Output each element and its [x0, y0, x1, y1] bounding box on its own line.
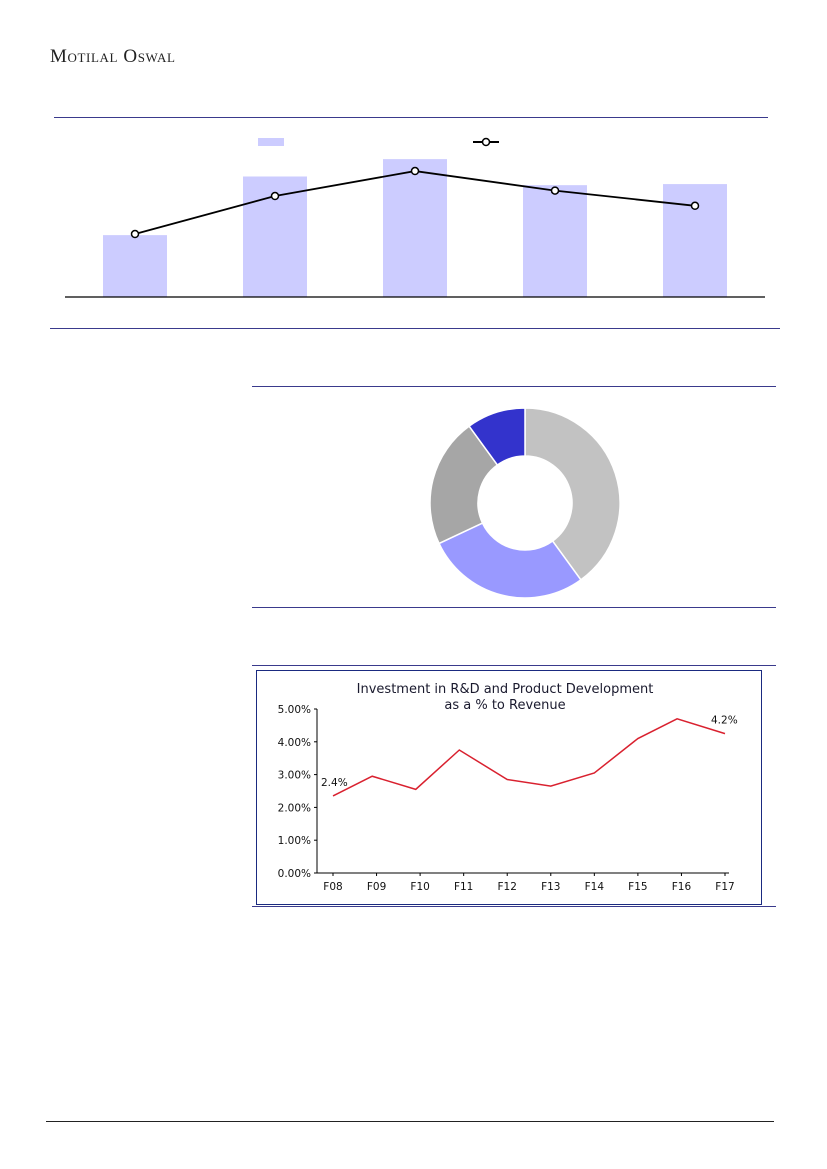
section-rule-top — [54, 117, 768, 118]
section-rule-donut-bottom — [252, 607, 776, 608]
section-rule-rd-bottom — [252, 906, 776, 907]
rd-chart-title-line2: as a % to Revenue — [444, 698, 565, 713]
rd-y-tick-label: 0.00% — [278, 868, 311, 880]
donut-slice-3 — [429, 425, 499, 545]
bar-4 — [523, 185, 587, 297]
rd-y-tick-label: 3.00% — [278, 770, 311, 782]
line-point-4 — [550, 186, 560, 195]
line-point-3 — [410, 166, 420, 176]
rd-x-tick-label: F16 — [672, 881, 692, 893]
brand-logo: Motilal Oswal — [50, 46, 176, 67]
donut-slice-1 — [524, 407, 621, 581]
donut-slice-4 — [468, 407, 526, 467]
rd-y-tick-label: 5.00% — [278, 704, 311, 716]
rd-y-tick-label: 1.00% — [278, 835, 311, 847]
footer-rule — [46, 1121, 774, 1122]
rd-x-tick-label: F12 — [498, 881, 517, 893]
combo-bar-line-chart — [65, 137, 765, 298]
bar-5 — [663, 184, 727, 297]
bar-1 — [103, 235, 167, 297]
rd-x-tick-label: F11 — [454, 881, 473, 893]
legend-line-marker — [481, 137, 491, 147]
rd-x-tick-label: F08 — [323, 881, 342, 893]
line-point-1 — [130, 229, 140, 239]
line-point-5 — [690, 201, 700, 211]
rd-data-label-last: 4.2% — [711, 715, 738, 727]
line-point-2 — [270, 191, 280, 201]
section-rule-donut-top — [252, 386, 776, 387]
rd-x-tick-label: F13 — [541, 881, 560, 893]
rd-y-tick-label: 4.00% — [278, 737, 311, 749]
rd-chart-frame: Investment in R&D and Product Developmen… — [256, 670, 762, 905]
rd-x-tick-label: F15 — [628, 881, 647, 893]
donut-slice-2 — [438, 522, 582, 599]
section-rule-chart1-bottom — [50, 328, 780, 329]
rd-x-tick-label: F10 — [410, 881, 429, 893]
bar-3 — [383, 159, 447, 297]
rd-chart-title-line1: Investment in R&D and Product Developmen… — [357, 682, 654, 697]
rd-line-series — [332, 718, 726, 797]
legend-bar-swatch — [258, 138, 284, 146]
section-rule-rd-top — [252, 665, 776, 666]
donut-chart — [429, 407, 621, 599]
rd-data-label-first: 2.4% — [321, 777, 348, 789]
rd-x-tick-label: F17 — [715, 881, 734, 893]
rd-investment-line-chart: Investment in R&D and Product Developmen… — [278, 682, 738, 893]
rd-y-tick-label: 2.00% — [278, 802, 311, 814]
rd-x-tick-label: F09 — [367, 881, 386, 893]
rd-x-tick-label: F14 — [585, 881, 605, 893]
